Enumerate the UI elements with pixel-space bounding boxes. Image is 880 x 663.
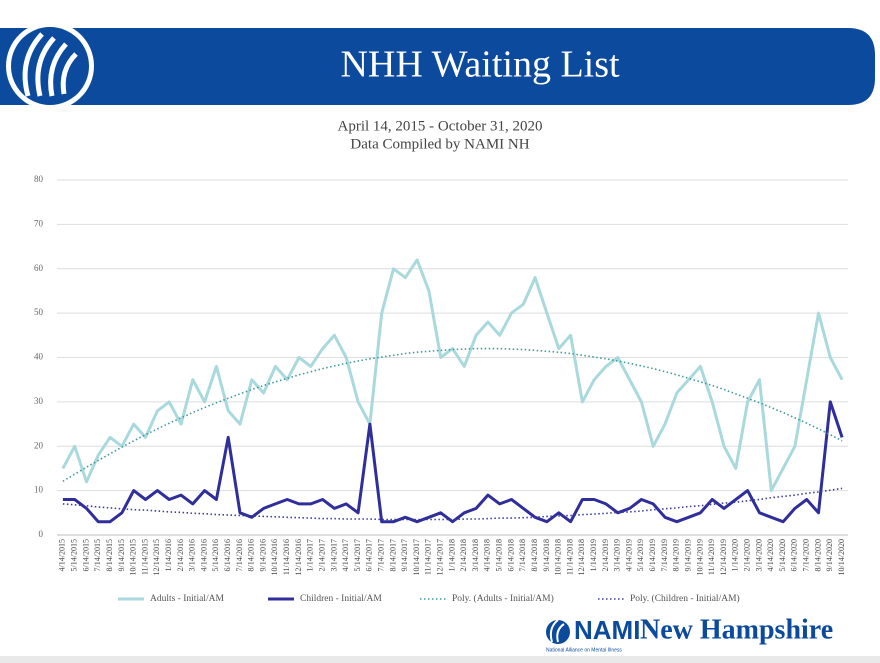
footer-logo — [546, 619, 570, 644]
y-tick-label: 70 — [34, 218, 44, 228]
x-tick-label: 6/14/2019 — [648, 539, 657, 571]
x-tick-label: 2/14/2020 — [742, 539, 751, 571]
x-tick-label: 6/14/2018 — [506, 539, 515, 571]
x-tick-label: 4/14/2015 — [58, 539, 67, 571]
x-tick-label: 10/14/2018 — [554, 539, 563, 575]
x-tick-label: 10/14/2017 — [412, 539, 421, 575]
series-line — [62, 400, 844, 524]
x-tick-label: 7/14/2018 — [518, 539, 527, 571]
legend-label: Children - Initial/AM — [300, 594, 382, 604]
footer-tagline: National Alliance on Mental Illness — [546, 647, 622, 653]
x-tick-label: 2/14/2017 — [317, 539, 326, 571]
x-tick-label: 1/14/2020 — [731, 539, 740, 571]
y-tick-label: 80 — [34, 174, 44, 184]
series-line — [61, 258, 844, 493]
x-tick-label: 6/14/2017 — [365, 539, 374, 571]
x-tick-label: 4/14/2019 — [624, 539, 633, 571]
x-tick-label: 8/14/2017 — [388, 539, 397, 571]
x-tick-label: 3/14/2018 — [471, 539, 480, 571]
x-tick-label: 3/14/2019 — [613, 539, 622, 571]
footer-brand: NAMI — [574, 615, 640, 645]
x-tick-label: 5/14/2017 — [353, 539, 362, 571]
x-tick-label: 12/14/2015 — [152, 539, 161, 575]
x-tick-label: 8/14/2019 — [672, 539, 681, 571]
series-line — [62, 487, 843, 521]
y-tick-label: 30 — [34, 396, 44, 406]
header-banner — [0, 28, 875, 105]
x-tick-label: 1/14/2017 — [306, 539, 315, 571]
x-tick-label: 6/14/2016 — [223, 539, 232, 571]
header-logo — [6, 22, 94, 110]
legend-label: Poly. (Children - Initial/AM) — [630, 593, 740, 604]
x-tick-label: 9/14/2019 — [683, 539, 692, 571]
x-tick-label: 3/14/2020 — [754, 539, 763, 571]
y-tick-label: 0 — [39, 529, 44, 539]
x-tick-label: 5/14/2018 — [495, 539, 504, 571]
x-tick-label: 7/14/2019 — [660, 539, 669, 571]
x-tick-label: 11/14/2018 — [565, 539, 574, 575]
x-tick-label: 10/14/2020 — [837, 539, 846, 575]
x-tick-label: 11/14/2015 — [140, 539, 149, 575]
x-tick-label: 12/14/2018 — [577, 539, 586, 575]
x-tick-label: 10/14/2016 — [270, 539, 279, 575]
x-tick-label: 2/14/2016 — [176, 539, 185, 571]
series-line — [62, 347, 843, 482]
x-tick-label: 5/14/2015 — [70, 539, 79, 571]
x-tick-label: 1/14/2016 — [164, 539, 173, 571]
x-tick-label: 8/14/2016 — [247, 539, 256, 571]
x-tick-label: 11/14/2016 — [282, 539, 291, 575]
x-tick-label: 8/14/2015 — [105, 539, 114, 571]
x-tick-label: 7/14/2015 — [93, 539, 102, 571]
x-tick-label: 6/14/2015 — [81, 539, 90, 571]
footer-region: New Hampshire — [640, 614, 833, 645]
x-tick-label: 7/14/2020 — [802, 539, 811, 571]
x-tick-label: 12/14/2016 — [294, 539, 303, 575]
x-tick-label: 1/14/2018 — [447, 539, 456, 571]
x-tick-label: 1/14/2019 — [589, 539, 598, 571]
legend-label: Poly. (Adults - Initial/AM) — [452, 593, 554, 604]
bottom-strip — [0, 656, 880, 663]
y-tick-label: 50 — [34, 307, 44, 317]
x-tick-label: 7/14/2016 — [235, 539, 244, 571]
x-tick-label: 9/14/2017 — [400, 539, 409, 571]
x-tick-label: 4/14/2018 — [483, 539, 492, 571]
x-tick-label: 5/14/2020 — [778, 539, 787, 571]
x-tick-label: 9/14/2016 — [258, 539, 267, 571]
x-tick-label: 11/14/2019 — [707, 539, 716, 575]
x-tick-label: 2/14/2018 — [459, 539, 468, 571]
x-tick-label: 4/14/2020 — [766, 539, 775, 571]
x-tick-label: 10/14/2015 — [129, 539, 138, 575]
x-tick-label: 7/14/2017 — [376, 539, 385, 571]
x-tick-label: 5/14/2019 — [636, 539, 645, 571]
x-tick-label: 4/14/2017 — [341, 539, 350, 571]
legend-label: Adults - Initial/AM — [150, 594, 224, 604]
x-tick-label: 3/14/2016 — [188, 539, 197, 571]
x-tick-label: 8/14/2020 — [813, 539, 822, 571]
slide-title: NHH Waiting List — [340, 44, 620, 86]
chart-subtitle: April 14, 2015 - October 31, 2020 — [338, 118, 543, 134]
x-tick-label: 6/14/2020 — [790, 539, 799, 571]
x-tick-label: 11/14/2017 — [424, 539, 433, 575]
y-tick-label: 10 — [34, 485, 44, 495]
x-tick-label: 10/14/2019 — [695, 539, 704, 575]
x-tick-label: 12/14/2017 — [436, 539, 445, 575]
x-tick-label: 12/14/2019 — [719, 539, 728, 575]
chart-subtitle: Data Compiled by NAMI NH — [350, 136, 529, 152]
x-tick-label: 9/14/2020 — [825, 539, 834, 571]
x-tick-label: 8/14/2018 — [530, 539, 539, 571]
x-tick-label: 9/14/2018 — [542, 539, 551, 571]
x-tick-label: 9/14/2015 — [117, 539, 126, 571]
y-tick-label: 60 — [34, 263, 44, 273]
y-tick-label: 40 — [34, 352, 44, 362]
x-tick-label: 2/14/2019 — [601, 539, 610, 571]
x-tick-label: 5/14/2016 — [211, 539, 220, 571]
x-tick-label: 4/14/2016 — [199, 539, 208, 571]
x-tick-label: 3/14/2017 — [329, 539, 338, 571]
y-tick-label: 20 — [34, 440, 44, 450]
